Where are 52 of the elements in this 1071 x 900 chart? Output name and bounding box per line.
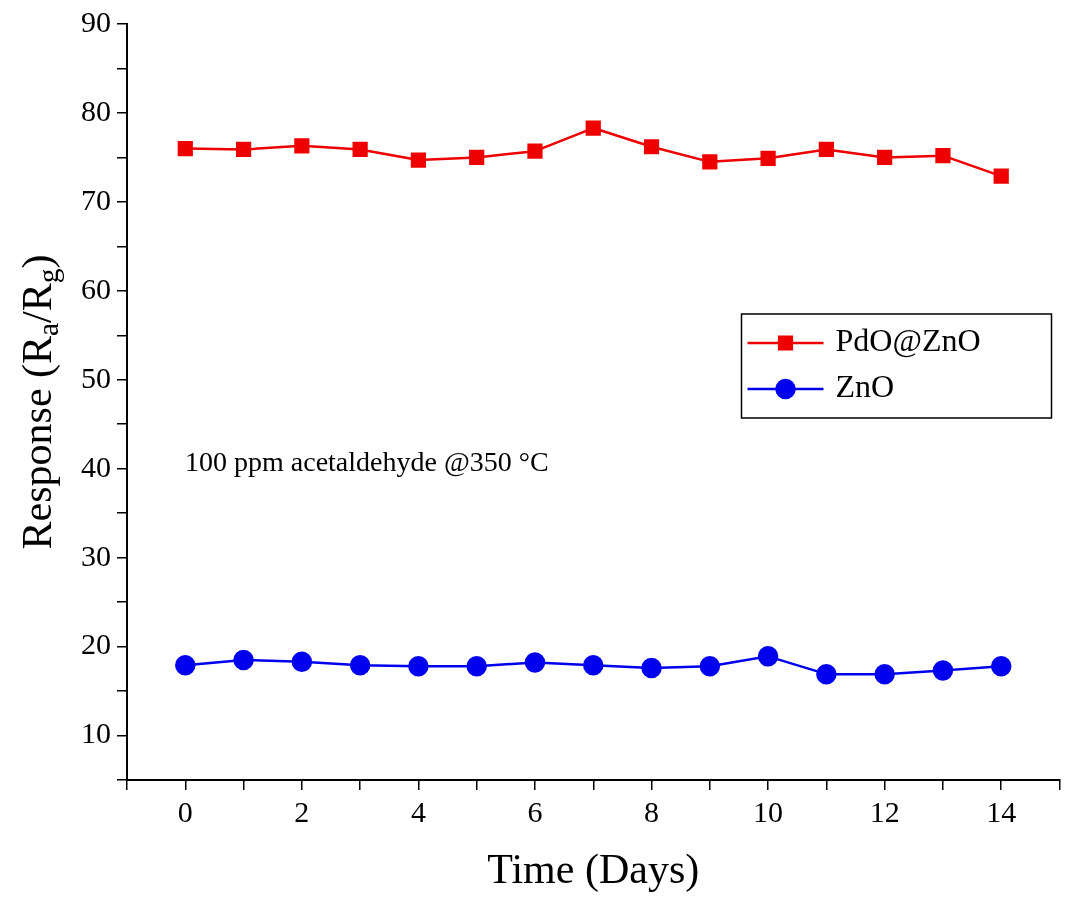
point [760,150,776,166]
y-tick-label: 30 [81,538,111,572]
annotation: 100 ppm acetaldehyde @350 °C [185,446,549,478]
x-tick-label: 8 [644,794,660,828]
y-tick-label: 80 [81,93,111,127]
y-tick-label: 40 [81,449,111,483]
point [410,152,427,168]
y-tick-label: 10 [81,716,111,750]
point [816,663,837,685]
point [349,655,371,676]
x-tick-label: 4 [410,794,426,828]
point [294,138,310,154]
point [932,660,954,681]
point [233,649,254,671]
point [877,149,893,166]
point [408,655,429,677]
x-tick-label: 0 [177,794,193,828]
y-tick-label: 70 [81,182,111,216]
x-tick-label: 10 [753,794,784,828]
point [585,120,601,136]
point [291,651,313,672]
point [469,149,485,166]
point [177,140,193,157]
point [935,148,951,164]
point [990,655,1012,677]
x-tick-label: 14 [986,794,1017,828]
point [352,141,368,158]
legend-label: PdO@ZnO [835,322,981,359]
x-tick-label: 12 [869,794,900,828]
y-tick-label: 60 [81,271,111,305]
point [643,139,660,155]
y-tick-label: 50 [81,360,111,394]
point [466,655,487,677]
point [699,655,721,677]
legend-label: ZnO [835,368,895,405]
x-tick-label: 2 [294,794,310,828]
point [993,168,1009,184]
point [524,652,546,673]
y-tick-label: 90 [81,4,111,38]
point [818,141,834,158]
point [527,143,543,159]
x-axis-title: Time (Days) [487,846,700,894]
point [583,655,604,676]
point [641,657,662,679]
x-tick-label: 6 [527,794,543,828]
point [175,655,196,676]
point [874,663,895,685]
point [757,646,779,667]
y-axis-title: Response (Ra/Rg) [14,254,65,550]
y-tick-label: 20 [81,627,111,661]
point [235,141,252,158]
point [702,154,718,170]
